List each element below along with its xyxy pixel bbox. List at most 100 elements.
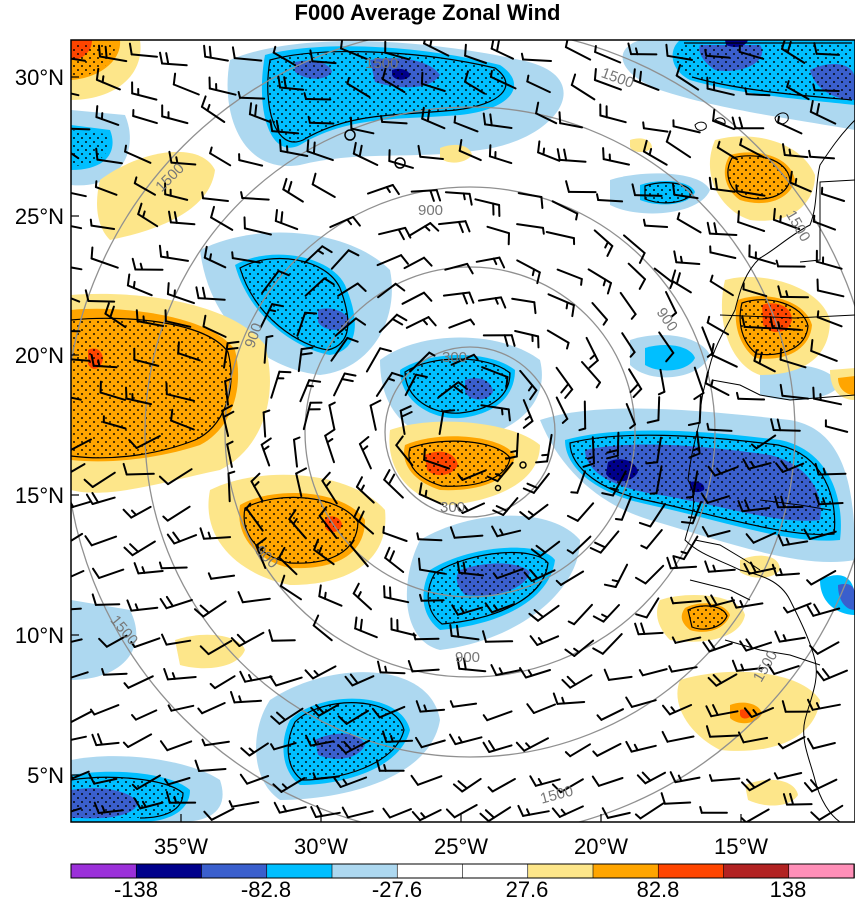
wind-barb-feather [743,707,753,718]
wind-barb-feather [561,678,572,689]
wind-barb-feather [500,407,504,416]
wind-barb-feather [558,111,562,125]
wind-barb-shaft [172,83,200,96]
wind-barb-feather [203,44,207,58]
lat-tick-label: 30°N [15,65,64,90]
wind-barb-feather [208,253,212,262]
wind-barb-feather [742,458,750,470]
wind-barb-shaft [313,548,335,566]
wind-barb-feather [704,48,708,57]
wind-barb-feather [355,317,367,326]
colorbar-swatch [527,863,594,879]
wind-barb-feather [308,379,322,383]
wind-barb-feather [101,668,105,676]
wind-barb-feather [785,537,791,546]
wind-barb-shaft [92,364,118,369]
wind-barb-feather [565,301,569,310]
wind-barb-shaft [742,736,769,744]
wind-barb-feather [668,665,673,673]
wind-barb-feather [596,714,603,721]
wind-barb-shaft [314,811,341,818]
wind-barb-feather [660,792,666,805]
wind-barb-feather [237,591,244,604]
wind-barb-shaft [241,597,271,604]
wind-barb-shaft [602,604,620,623]
wind-barb-feather [777,742,784,750]
wind-barb-feather [822,467,827,476]
wind-barb-feather [529,389,538,401]
wind-barb-shaft [745,93,771,97]
wind-barb-shaft [94,186,118,196]
wind-barb-feather [310,806,317,818]
wind-barb-shaft [272,51,297,67]
wind-barb-shaft [383,596,410,604]
wind-barb-shaft [421,117,446,130]
wind-barb-shaft [456,606,484,616]
wind-barb-feather [463,504,469,512]
wind-barb-feather [635,47,639,56]
wind-barb-shaft [781,47,806,64]
wind-barb-shaft [202,325,227,338]
wind-barb-feather [53,470,61,478]
wind-barb-shaft [576,502,595,522]
wind-barb-feather [172,72,177,86]
wind-barb-shaft [745,808,770,822]
wind-barb-feather [122,508,133,519]
lat-tick-label: 10°N [15,623,64,648]
wind-barb-shaft [166,293,195,305]
wind-barb-feather [262,409,271,414]
wind-barb-feather [312,141,316,155]
wind-barb-feather [349,539,355,547]
wind-barb-shaft [817,472,847,476]
wind-barb-feather [642,121,645,130]
wind-barb-shaft [306,150,334,162]
wind-barb-feather [582,462,595,468]
wind-barb-shaft [558,158,587,163]
wind-barb-feather [676,212,681,220]
wind-barb-feather [358,436,370,445]
wind-barb-shaft [621,332,636,354]
wind-barb-shaft [381,120,408,125]
wind-barb-feather [210,205,215,219]
wind-barb-feather [277,270,290,277]
wind-barb-shaft [676,218,702,234]
wind-barb-shaft [599,114,627,124]
wind-barb-feather [248,747,256,754]
wind-barb-feather [133,562,140,575]
wind-barb-feather [522,487,535,494]
wind-barb-feather [276,711,287,721]
wind-barb-feather [821,668,831,679]
wind-barb-feather [341,806,349,819]
wind-barb-shaft [480,404,510,411]
wind-barb-feather [133,176,138,185]
wind-barb-feather [312,614,320,627]
wind-barb-feather [88,772,96,785]
wind-barb-feather [602,147,605,161]
wind-barb-feather [282,177,288,191]
wind-barb-shaft [789,181,812,193]
wind-barb-feather [371,707,381,719]
wind-barb-shaft [752,531,777,544]
wind-barb-feather [813,603,821,615]
colorbar-label: 27.6 [506,877,549,900]
wind-barb-feather [377,660,382,674]
wind-barb-shaft [382,531,408,542]
wind-barb-feather [527,669,533,677]
wind-barb-shaft [755,434,777,450]
wind-barb-shaft [495,669,522,676]
wind-barb-feather [640,544,648,550]
wind-barb-feather [812,214,816,223]
wind-barb-feather [809,644,819,655]
wind-barb-shaft [585,336,599,362]
wind-barb-shaft [709,599,735,608]
wind-barb-shaft [260,443,271,467]
wind-barb-shaft [71,710,93,724]
wind-barb-feather [536,271,541,285]
wind-barb-shaft [491,603,516,614]
wind-barb-shaft [747,462,772,470]
wind-barb-feather [484,809,495,819]
wind-barb-shaft [527,503,549,520]
wind-barb-shaft [71,438,92,452]
wind-barb-feather [744,499,751,512]
wind-barb-feather [318,546,323,555]
